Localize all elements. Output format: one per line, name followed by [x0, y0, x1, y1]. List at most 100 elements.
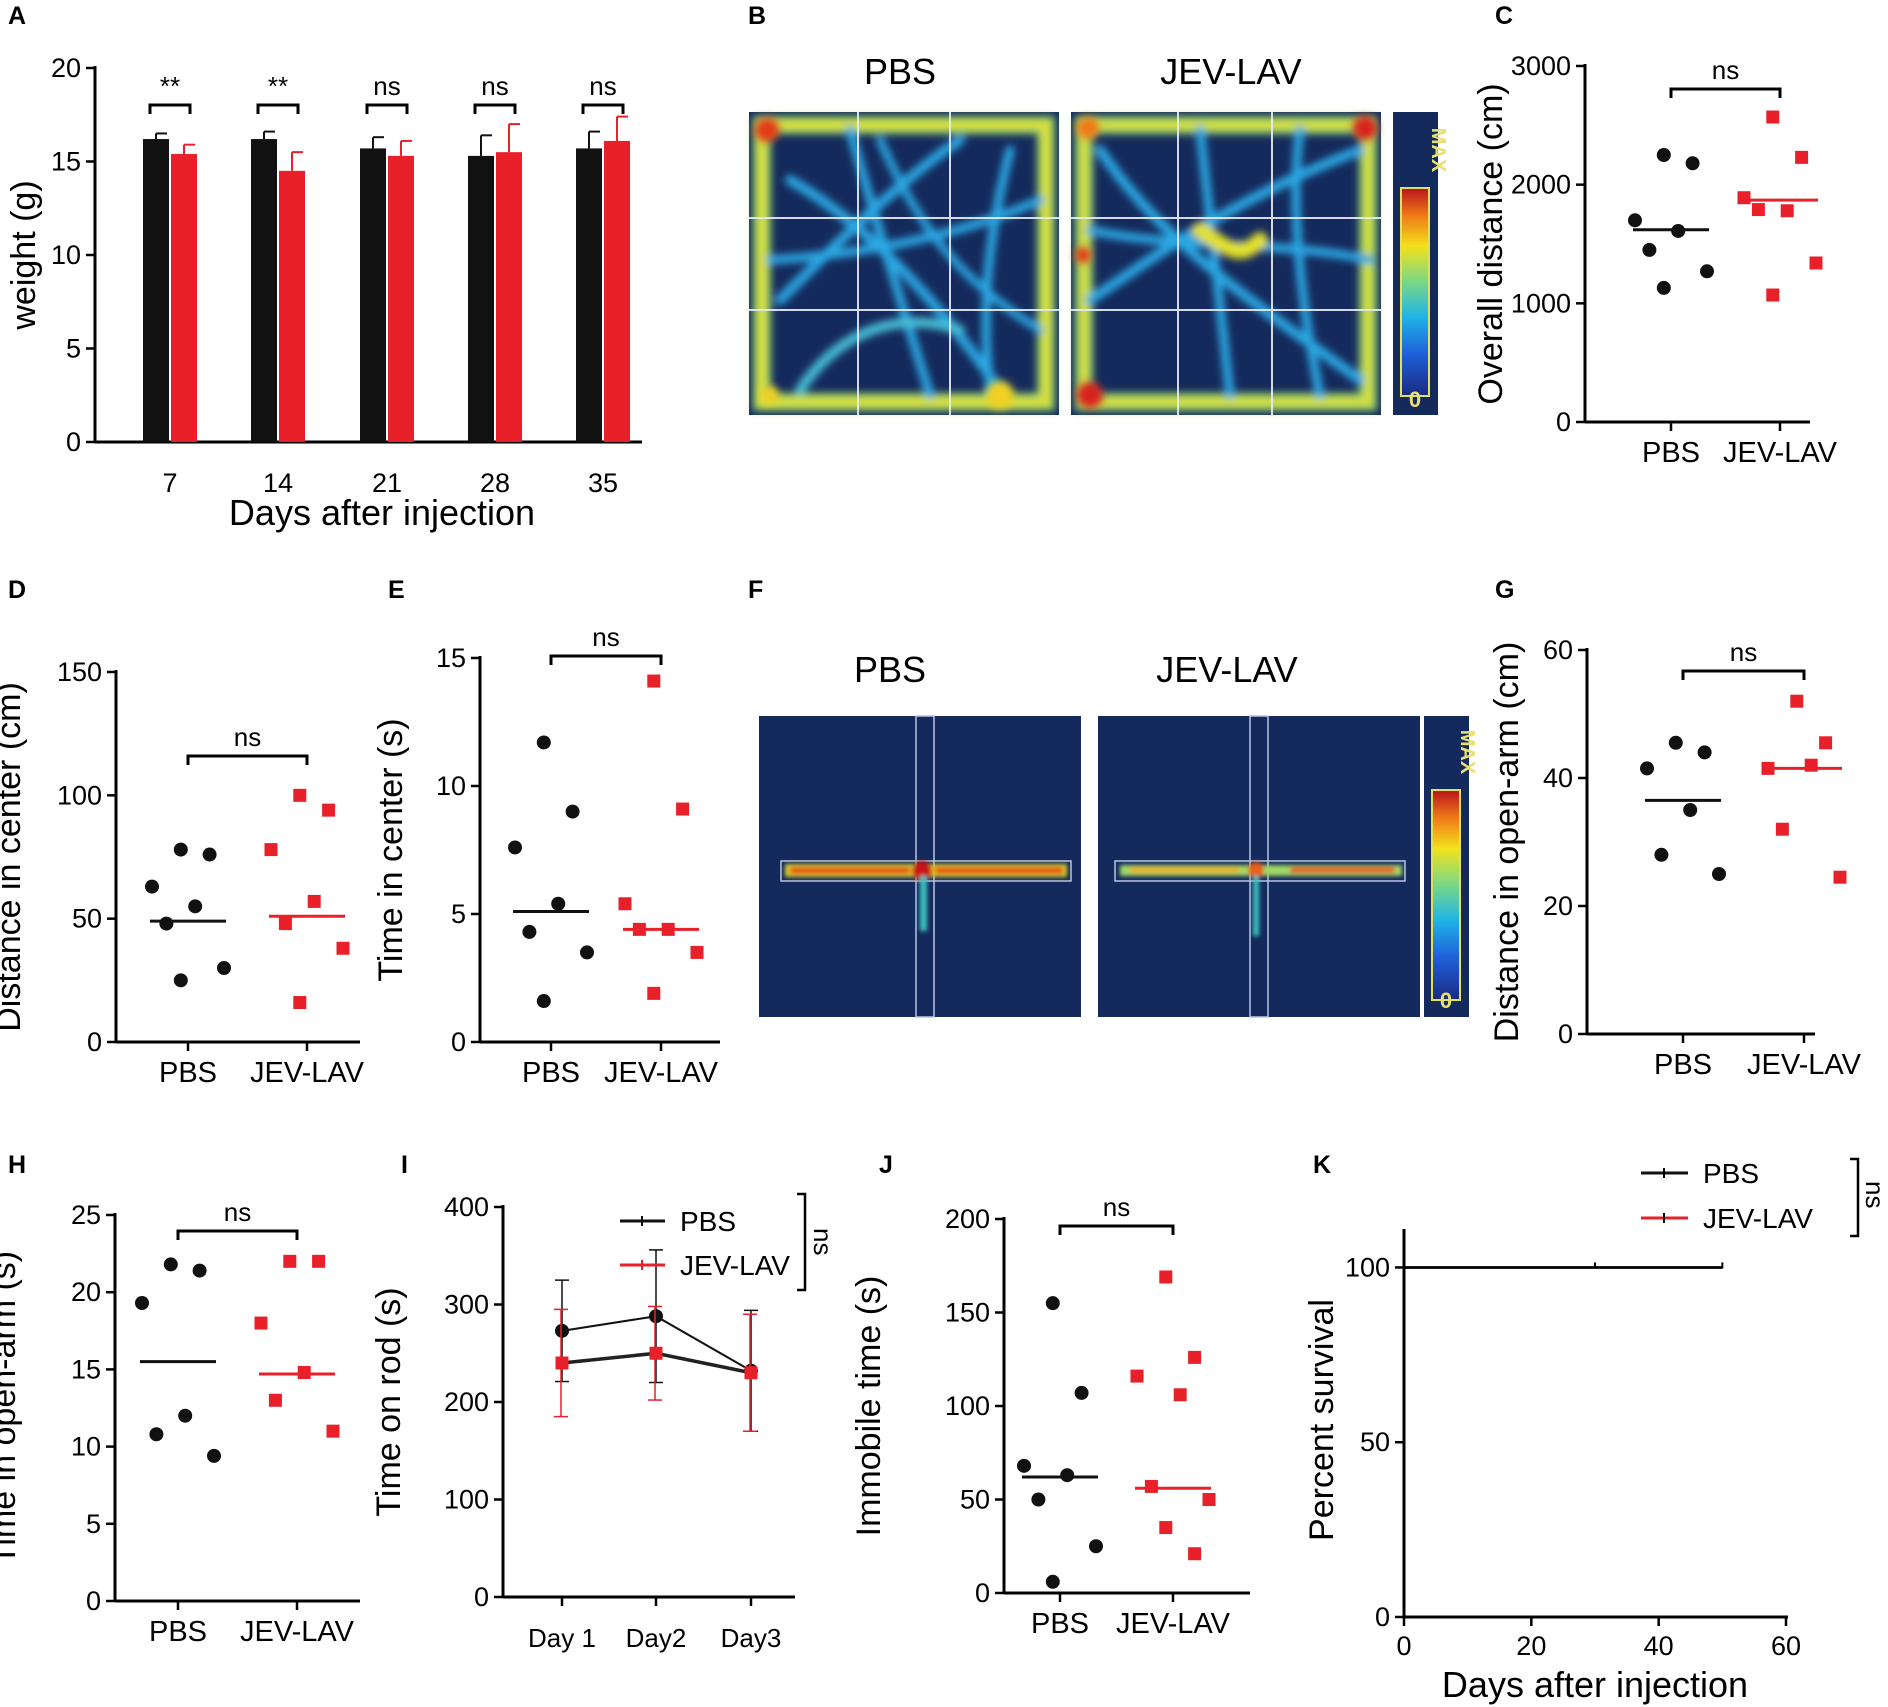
D-point-pbs: [217, 961, 231, 975]
H-ylabel: Time in open-arm (s): [0, 1251, 23, 1565]
colorbar-b-min: 0: [1409, 387, 1421, 412]
C-point-jev: [1737, 191, 1751, 205]
G-ylabel: Distance in open-arm (cm): [1488, 642, 1526, 1043]
E-point-pbs: [580, 945, 594, 960]
G-sig-bracket: [1681, 669, 1806, 680]
chart-k-survival: 0 50 100 0 20 40 60 Percent survival Days after …: [1303, 1157, 1888, 1705]
I-ylabel: Time on rod (s): [370, 1287, 408, 1516]
K-ylabel: Percent survival: [1303, 1299, 1341, 1541]
I-point-pbs: [649, 1309, 663, 1324]
C-ytick-label: 1000: [1511, 288, 1571, 318]
A-ytick-label: 10: [51, 240, 81, 270]
A-bar-jev: [496, 152, 522, 442]
chart-j-immobile-time: 0 50 100 150 200 Immobile time (s) PBS JEV-LAV n…: [850, 1192, 1250, 1640]
C-point-jev: [1809, 256, 1823, 270]
colorbar-b-max: MAX: [1427, 128, 1449, 173]
C-xtick-label: PBS: [1642, 437, 1700, 469]
panel-label-j: J: [879, 1151, 893, 1179]
K-xtick-label: 60: [1771, 1631, 1801, 1661]
J-sig-bracket: [1058, 1224, 1175, 1235]
D-xtick-label: PBS: [159, 1057, 217, 1089]
G-ytick-label: 60: [1543, 635, 1573, 665]
D-ylabel: Distance in center (cm): [0, 682, 28, 1032]
E-sig-label: ns: [592, 622, 619, 652]
K-xtick-label: 20: [1516, 1631, 1546, 1661]
A-bar-pbs: [468, 155, 494, 442]
C-point-pbs: [1656, 148, 1671, 162]
A-xtick-label: 14: [263, 468, 293, 498]
panel-label-e: E: [388, 576, 405, 604]
E-point-pbs: [536, 735, 551, 750]
heatmap-b-title-jev: JEV-LAV: [1160, 51, 1301, 92]
D-ytick-label: 150: [57, 657, 102, 687]
C-point-pbs: [1628, 213, 1642, 228]
G-sig-label: ns: [1730, 637, 1757, 667]
J-ylabel: Immobile time (s): [850, 1276, 888, 1537]
H-point-jev: [326, 1424, 340, 1438]
heatmap-f-jev: [1098, 715, 1420, 1018]
D-ytick-label: 50: [72, 904, 102, 934]
C-xtick-label: JEV-LAV: [1723, 437, 1838, 469]
H-ytick-label: 15: [71, 1354, 101, 1384]
D-point-jev: [278, 917, 292, 931]
heatmap-b-jev: [1071, 112, 1381, 415]
panel-b-heatmaps: PBS JEV-LAV: [749, 51, 1449, 415]
D-point-jev: [336, 941, 350, 955]
C-point-pbs: [1656, 280, 1671, 295]
G-point-jev: [1833, 870, 1847, 884]
G-point-pbs: [1697, 745, 1712, 760]
E-point-pbs: [536, 994, 551, 1009]
chart-e-time-center: 0 5 10 15 Time in center (s) PBS JEV-LAV ns: [372, 622, 720, 1089]
A-ytick-label: 15: [51, 147, 81, 177]
C-ytick-label: 3000: [1511, 51, 1571, 81]
D-ytick-label: 100: [57, 780, 102, 810]
A-bar-pbs: [576, 148, 602, 442]
D-point-pbs: [173, 973, 188, 988]
heatmap-f-pbs: [759, 715, 1081, 1018]
G-point-jev: [1819, 736, 1833, 750]
C-sig-bracket: [1669, 87, 1782, 98]
A-bar-pbs: [251, 139, 277, 442]
colorbar-f-max: MAX: [1456, 730, 1478, 775]
A-sig-bracket: [148, 103, 192, 114]
J-point-pbs: [1074, 1385, 1089, 1400]
panel-label-d: D: [8, 576, 26, 604]
chart-d-distance-center: 0 50 100 150 Distance in center (cm) PBS JEV-L…: [0, 657, 365, 1089]
I-xtick-label: Day2: [626, 1623, 687, 1653]
A-sig-bracket: [256, 103, 300, 114]
A-xtick-label: 35: [588, 468, 618, 498]
G-ytick-label: 40: [1543, 763, 1573, 793]
J-ytick-label: 150: [945, 1298, 990, 1328]
C-ytick-label: 2000: [1511, 170, 1571, 200]
H-xtick-label: PBS: [149, 1616, 207, 1648]
J-point-pbs: [1045, 1296, 1060, 1311]
H-point-pbs: [192, 1263, 207, 1278]
J-point-pbs: [1045, 1574, 1060, 1589]
K-ytick-label: 100: [1345, 1252, 1390, 1282]
E-point-pbs: [522, 924, 537, 939]
H-ytick-label: 0: [86, 1586, 101, 1616]
E-ytick-label: 15: [436, 643, 466, 673]
C-ylabel: Overall distance (cm): [1472, 83, 1510, 404]
C-point-jev: [1780, 204, 1794, 218]
H-ytick-label: 20: [71, 1277, 101, 1307]
H-ytick-label: 5: [86, 1509, 101, 1539]
D-point-jev: [293, 996, 307, 1010]
A-ytick-label: 5: [66, 334, 81, 364]
K-legend-label-jev: JEV-LAV: [1703, 1203, 1813, 1234]
chart-i-time-on-rod: 0 100 200 300 400 Time on rod (s) Day 1 Day2 Day…: [370, 1192, 838, 1653]
A-sig-label: ns: [589, 71, 616, 101]
C-point-jev: [1751, 203, 1765, 217]
G-point-pbs: [1654, 847, 1669, 862]
H-point-pbs: [207, 1448, 221, 1463]
A-sig-bracket: [581, 103, 625, 114]
H-sig-label: ns: [224, 1197, 251, 1227]
H-point-jev: [254, 1316, 268, 1330]
J-point-jev: [1159, 1270, 1173, 1284]
J-point-jev: [1159, 1521, 1173, 1535]
J-point-pbs: [1060, 1468, 1075, 1483]
chart-a-weight: 0 5 10 15 20 weight (g) 7 ** 14 ** 21 ns 28 ns 35 ns Day…: [5, 53, 642, 533]
D-point-jev: [322, 803, 336, 817]
I-ytick-label: 0: [474, 1582, 489, 1612]
